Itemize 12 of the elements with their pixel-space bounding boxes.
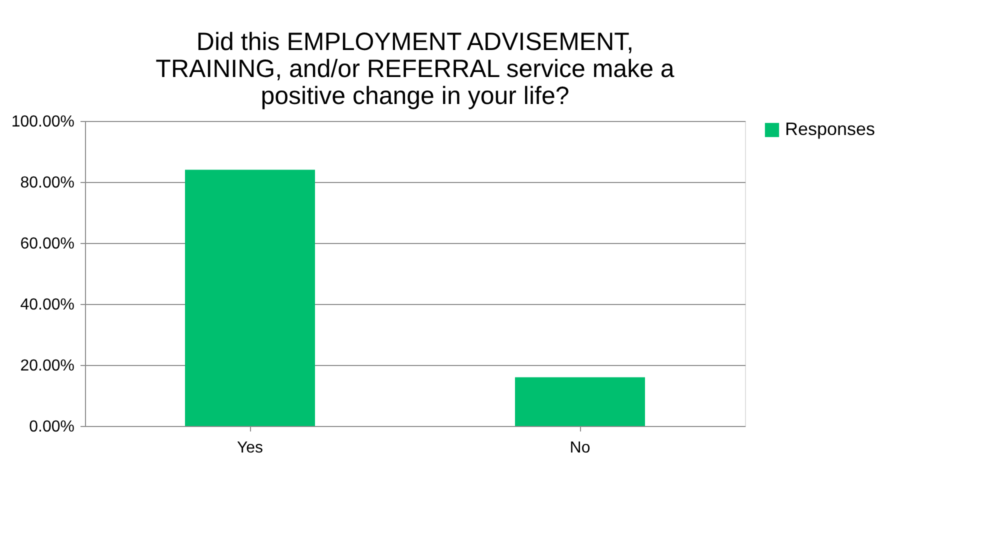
legend-label: Responses [785,119,876,139]
text: TRAINING, and/or REFERRAL service make a [156,55,674,83]
y-tick-label: 60.00% [20,236,74,252]
y-tick-label: 40.00% [20,296,74,314]
y-tick-label: 80.00% [20,174,74,192]
y-tick-label: 0.00% [29,418,74,436]
text: positive change in your life? [260,82,570,110]
y-tick-label: 20.00% [20,358,74,374]
x-tick-label: No [570,440,590,456]
y-tick-label: 100.00% [11,114,74,130]
x-tick-label: Yes [236,440,264,456]
text: Did this EMPLOYMENT ADVISEMENT, [196,28,634,56]
